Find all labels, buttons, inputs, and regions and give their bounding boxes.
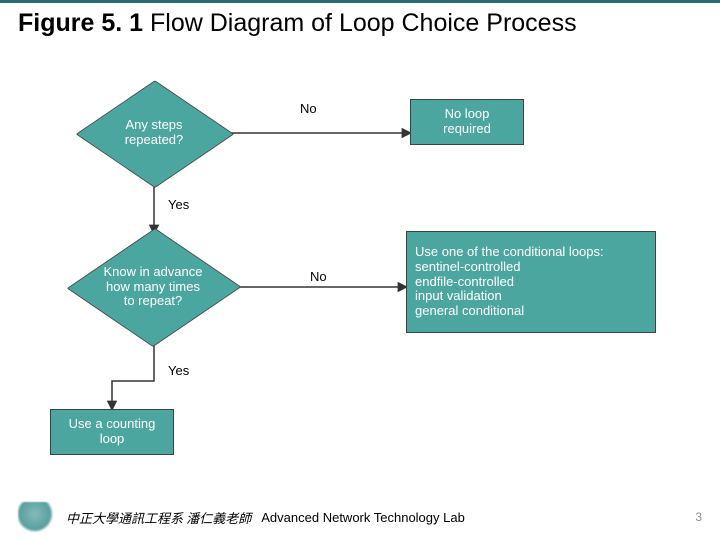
process-node-r3: Use a countingloop xyxy=(50,409,174,455)
lab-logo-icon xyxy=(18,502,60,532)
footer-credit-en: Advanced Network Technology Lab xyxy=(261,510,465,525)
page-number: 3 xyxy=(695,510,702,524)
decision-node-d2: Know in advancehow many timesto repeat? xyxy=(72,231,234,343)
edge-label-3: No xyxy=(310,269,327,284)
edge-label-1: No xyxy=(300,101,317,116)
figure-number: Figure 5. 1 xyxy=(18,9,143,37)
process-node-r1: No looprequired xyxy=(410,99,524,145)
edge-4 xyxy=(112,341,154,409)
edge-label-4: Yes xyxy=(168,363,189,378)
flowchart-diagram: Any stepsrepeated? No looprequired Know in… xyxy=(0,83,720,483)
footer-credit-cn: 中正大學通訊工程系 潘仁義老師 xyxy=(66,508,251,527)
edge-label-2: Yes xyxy=(168,197,189,212)
decision-node-d1: Any stepsrepeated? xyxy=(80,83,228,183)
figure-title: Flow Diagram of Loop Choice Process xyxy=(150,9,577,37)
process-node-r2: Use one of the conditional loops:sentine… xyxy=(406,231,656,333)
slide-footer: 中正大學通訊工程系 潘仁義老師 Advanced Network Technol… xyxy=(0,502,720,532)
